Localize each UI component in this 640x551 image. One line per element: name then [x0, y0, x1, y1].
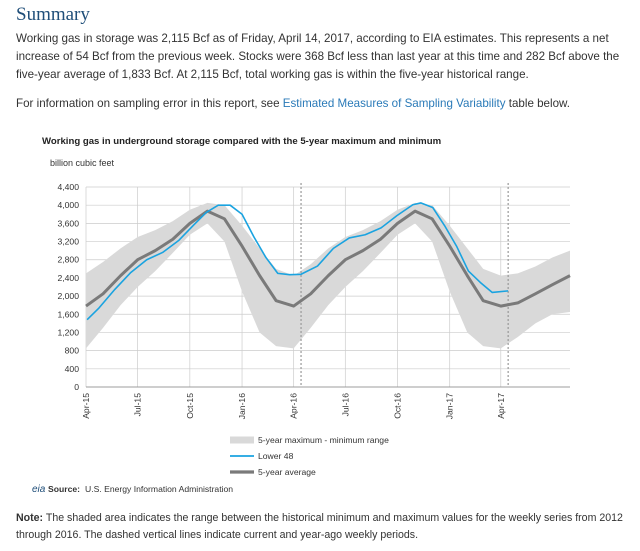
dashed-lines: [300, 183, 509, 387]
x-tick-label-2: Oct-15: [185, 393, 195, 419]
sampling-prefix: For information on sampling error in thi…: [16, 97, 283, 110]
source-text: U.S. Energy Information Administration: [85, 484, 233, 494]
x-tick-label-4: Apr-16: [289, 393, 299, 419]
chart-title: Working gas in underground storage compa…: [42, 136, 441, 147]
source-label: Source:: [48, 484, 80, 494]
eia-logo: eia: [32, 484, 46, 495]
y-tick-label-9: 3,600: [57, 218, 79, 228]
legend-label-0: 5-year maximum - minimum range: [258, 435, 389, 445]
x-tick-label-3: Jan-16: [237, 393, 247, 419]
storage-chart: Working gas in underground storage compa…: [32, 136, 571, 495]
y-tick-label-5: 2,000: [57, 291, 79, 301]
summary-paragraph: Working gas in storage was 2,115 Bcf as …: [16, 32, 620, 81]
y-tick-label-3: 1,200: [57, 327, 79, 337]
series-lines: [85, 202, 571, 321]
x-tick-label-7: Jan-17: [445, 393, 455, 419]
sampling-info: For information on sampling error in thi…: [16, 96, 628, 112]
series-line-lower-48: [86, 202, 509, 321]
source-line: eia Source: U.S. Energy Information Admi…: [32, 484, 233, 495]
x-ticks: Apr-15 Jul-15 Oct-15 Jan-16 Apr-16 Jul-16 Oct-…: [81, 393, 506, 420]
legend: 5-year maximum - minimum range Lower 48 5-…: [230, 435, 389, 477]
legend-label-1: Lower 48: [258, 451, 294, 461]
summary-heading: Summary: [16, 4, 90, 25]
y-tick-label-10: 4,000: [57, 200, 79, 210]
x-tick-label-1: Jul-15: [133, 393, 143, 417]
y-tick-label-1: 400: [65, 364, 80, 374]
note-text: The shaded area indicates the range betw…: [16, 512, 623, 541]
sampling-variability-link[interactable]: Estimated Measures of Sampling Variabili…: [282, 97, 506, 110]
y-tick-label-6: 2,400: [57, 273, 79, 283]
x-tick-label-0: Apr-15: [81, 393, 91, 419]
sampling-suffix: table below.: [505, 97, 570, 110]
x-tick-label-5: Jul-16: [340, 393, 350, 417]
y-tick-label-7: 2,800: [57, 255, 79, 265]
y-ticks: 0 400 800 1,200 1,600 2,000 2,400 2,800 3,200 3,6…: [57, 182, 79, 392]
x-tick-label-6: Oct-16: [393, 393, 403, 419]
chart-note: Note: The shaded area indicates the rang…: [16, 510, 628, 544]
y-tick-label-0: 0: [74, 382, 79, 392]
y-tick-label-11: 4,400: [57, 182, 79, 192]
x-tick-label-8: Apr-17: [496, 393, 506, 419]
series-line-5-year-average: [85, 209, 571, 308]
y-tick-label-4: 1,600: [57, 309, 79, 319]
y-tick-label-8: 3,200: [57, 237, 79, 247]
note-label: Note:: [16, 512, 44, 524]
legend-label-2: 5-year average: [258, 467, 316, 477]
y-tick-label-2: 800: [65, 346, 80, 356]
y-axis-label: billion cubic feet: [50, 158, 115, 168]
